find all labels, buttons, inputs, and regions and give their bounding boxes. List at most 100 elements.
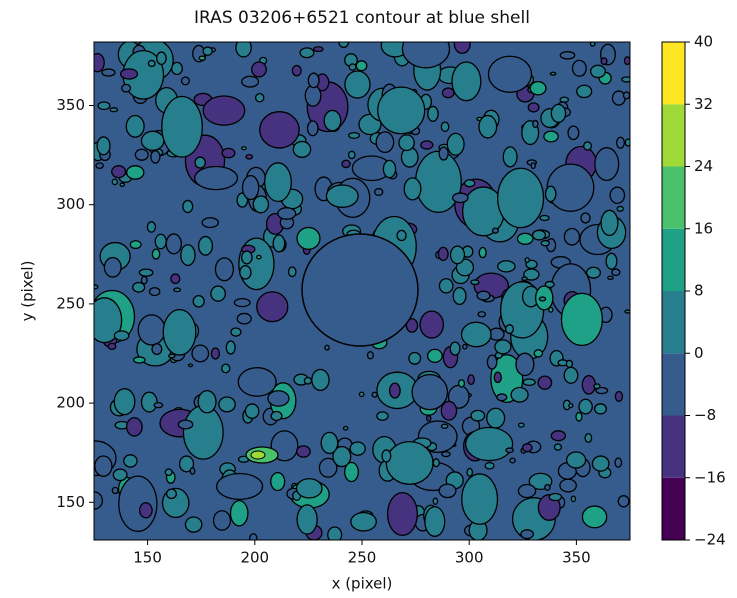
contour-island: [94, 53, 105, 73]
contour-island: [494, 339, 512, 355]
contour-island: [440, 423, 449, 429]
contour-island: [408, 351, 422, 365]
contour-island: [349, 441, 366, 456]
contour-island: [138, 502, 153, 519]
contour-island: [568, 402, 574, 409]
contour-island: [148, 287, 161, 297]
contour-island: [550, 430, 567, 442]
y-tick-label: 250: [56, 294, 85, 312]
contour-island: [544, 280, 555, 289]
contour-island: [438, 146, 449, 161]
contour-island: [578, 398, 593, 415]
contour-island: [463, 179, 476, 188]
contour-island: [529, 81, 547, 96]
contour-island: [182, 199, 194, 214]
contour-island: [318, 457, 338, 478]
contour-island: [251, 61, 267, 78]
contour-island: [539, 214, 550, 222]
colorbar-tick-label: 8: [694, 282, 704, 300]
contour-island: [440, 400, 458, 421]
contour-island: [236, 312, 252, 325]
contour-island: [198, 55, 206, 61]
contour-island: [381, 449, 392, 463]
contour-island: [622, 91, 630, 100]
contour-island: [230, 327, 242, 337]
x-tick-label: 150: [133, 549, 162, 567]
contour-island: [464, 426, 514, 462]
contour-island: [530, 162, 536, 170]
contour-island: [580, 212, 591, 224]
contour-island: [476, 290, 491, 301]
contour-island: [517, 483, 537, 499]
contour-island: [491, 227, 499, 234]
contour-island: [585, 266, 602, 279]
contour-island: [180, 76, 190, 86]
contour-island: [553, 443, 562, 451]
contour-island: [377, 86, 426, 135]
contour-island: [358, 391, 365, 398]
contour-island: [111, 165, 127, 179]
contour-island: [97, 101, 111, 111]
contour-island: [134, 148, 149, 161]
contour-island: [312, 46, 324, 53]
contour-island: [623, 56, 630, 66]
contour-island: [449, 341, 461, 356]
colorbar-band: [662, 291, 685, 354]
contour-island: [216, 472, 264, 501]
contour-island: [426, 348, 443, 363]
colorbar-band: [662, 415, 685, 478]
contour-island: [616, 136, 625, 149]
contour-island: [245, 153, 254, 160]
contour-island: [249, 533, 258, 540]
contour-island: [267, 390, 290, 407]
contour-island: [366, 351, 374, 360]
contour-island: [311, 368, 330, 392]
contour-island: [522, 378, 536, 387]
contour-island: [571, 59, 587, 77]
contour-field: [94, 42, 630, 540]
contour-island: [138, 268, 154, 277]
contour-island: [595, 386, 609, 395]
colorbar-band: [662, 104, 685, 167]
contour-island: [411, 373, 449, 411]
contour-island: [544, 483, 551, 491]
contour-island: [191, 344, 210, 363]
colorbar-tick-label: −24: [694, 531, 726, 549]
contour-island: [111, 486, 119, 495]
contour-island: [168, 353, 176, 359]
contour-island: [607, 275, 614, 281]
contour-island: [438, 278, 454, 294]
contour-island: [584, 432, 593, 443]
contour-island: [178, 455, 195, 473]
contour-island: [538, 296, 547, 302]
contour-island: [189, 467, 196, 475]
contour-island: [162, 308, 197, 356]
contour-island: [113, 388, 136, 416]
contour-island: [515, 352, 535, 377]
contour-island: [125, 114, 145, 138]
contour-island: [292, 140, 312, 158]
contour-island: [567, 125, 580, 141]
contour-island: [457, 379, 466, 388]
contour-island: [532, 119, 539, 129]
contour-island: [470, 409, 486, 422]
contour-island: [575, 411, 583, 422]
contour-island: [432, 458, 440, 468]
contour-island: [467, 374, 475, 386]
contour-island: [487, 55, 533, 93]
contour-island: [600, 209, 619, 237]
contour-island: [486, 354, 498, 370]
contour-island: [338, 42, 350, 48]
contour-island: [502, 146, 518, 168]
contour-island: [177, 419, 194, 430]
contour-island: [594, 147, 620, 182]
contour-island: [303, 376, 313, 385]
colorbar-band: [662, 166, 685, 229]
contour-island: [373, 187, 384, 197]
contour-island: [140, 130, 165, 151]
contour-island: [376, 411, 389, 421]
contour-island: [287, 266, 297, 278]
contour-island: [426, 415, 432, 422]
contour-island: [559, 51, 576, 60]
contour-island: [107, 342, 117, 350]
